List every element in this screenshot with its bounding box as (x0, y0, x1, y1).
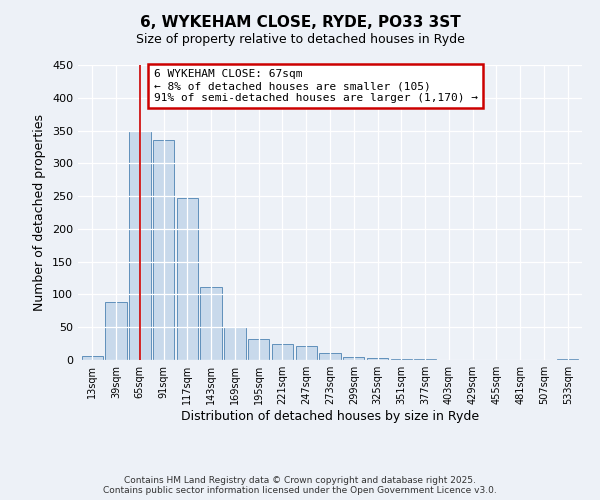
Bar (391, 358, 412, 360)
Text: Size of property relative to detached houses in Ryde: Size of property relative to detached ho… (136, 32, 464, 46)
Bar (319, 354, 341, 360)
Bar (153, 140, 174, 360)
Y-axis label: Number of detached properties: Number of detached properties (34, 114, 46, 311)
X-axis label: Distribution of detached houses by size in Ryde: Distribution of detached houses by size … (181, 410, 479, 423)
Bar (224, 327, 245, 360)
Bar (343, 356, 364, 360)
Bar (272, 344, 293, 360)
Bar (129, 130, 151, 360)
Bar (367, 358, 388, 360)
Text: 6, WYKEHAM CLOSE, RYDE, PO33 3ST: 6, WYKEHAM CLOSE, RYDE, PO33 3ST (140, 15, 460, 30)
Bar (200, 286, 222, 360)
Bar (176, 198, 198, 360)
Bar (106, 302, 127, 360)
Bar (248, 339, 269, 360)
Bar (296, 346, 317, 360)
Text: 6 WYKEHAM CLOSE: 67sqm
← 8% of detached houses are smaller (105)
91% of semi-det: 6 WYKEHAM CLOSE: 67sqm ← 8% of detached … (154, 70, 478, 102)
Bar (82, 356, 103, 360)
Bar (557, 358, 578, 360)
Text: Contains HM Land Registry data © Crown copyright and database right 2025.
Contai: Contains HM Land Registry data © Crown c… (103, 476, 497, 495)
